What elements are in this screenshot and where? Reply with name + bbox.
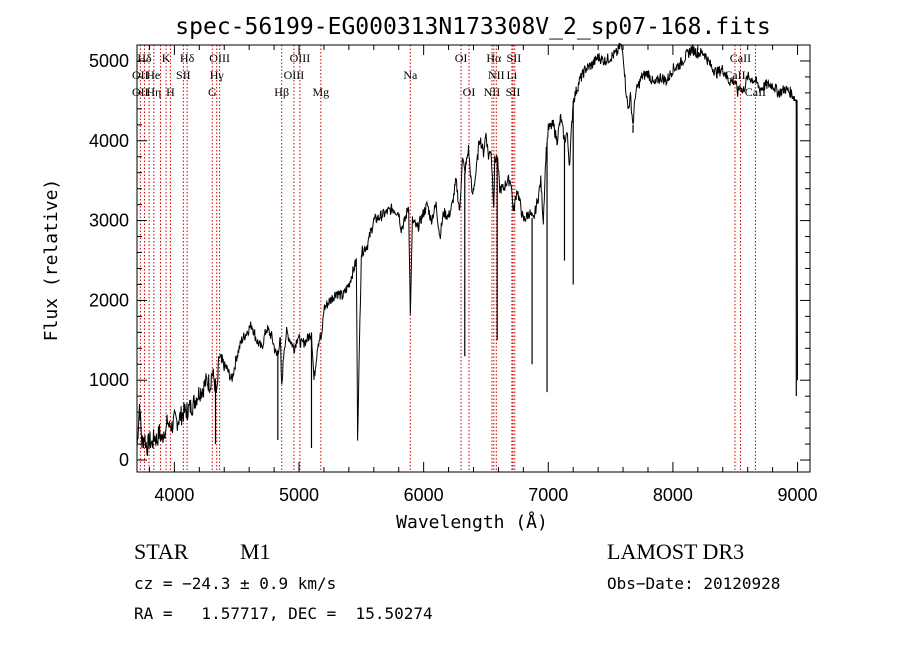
line-label: OIII	[290, 51, 311, 65]
line-label: K	[162, 51, 171, 65]
y-axis-label: Flux (relative)	[41, 179, 62, 342]
x-tick-label: 5000	[279, 485, 319, 505]
info-panel: STAR M1 LAMOST DR3 cz = −24.3 ± 0.9 km/s…	[134, 539, 780, 623]
line-label: G	[208, 85, 217, 99]
line-label: NII	[488, 68, 505, 82]
line-label: CaII	[730, 51, 751, 65]
line-label: SII	[176, 68, 191, 82]
line-label: CaII	[724, 68, 745, 82]
line-label: Li	[507, 68, 518, 82]
x-tick-label: 8000	[653, 485, 693, 505]
line-label: Hδ	[137, 51, 152, 65]
redshift-info: cz = −24.3 ± 0.9 km/s	[134, 574, 336, 593]
plot-axes: 4000 5000 6000 7000 8000 9000 0 1000 2000 3000 400…	[89, 44, 818, 505]
line-label: Hη	[146, 85, 161, 99]
line-label: He	[146, 68, 160, 82]
y-tick-label: 5000	[89, 51, 129, 71]
line-label: OI	[455, 51, 468, 65]
observation-date: Obs−Date: 20120928	[607, 574, 780, 593]
line-label: Na	[403, 68, 418, 82]
x-tick-label: 7000	[528, 485, 568, 505]
line-label: Mg	[312, 85, 329, 99]
y-tick-label: 4000	[89, 131, 129, 151]
object-subclass: M1	[240, 539, 271, 564]
spectrum-series	[136, 42, 798, 457]
line-label: Hα	[486, 51, 502, 65]
spectrum-line	[136, 42, 798, 457]
x-tick-label: 6000	[404, 485, 444, 505]
x-axis-label: Wavelength (Å)	[396, 511, 548, 533]
plot-frame	[136, 44, 811, 473]
line-markers	[139, 45, 756, 472]
x-tick-label: 9000	[778, 485, 818, 505]
line-label: OII	[132, 85, 149, 99]
line-label: CaII	[745, 85, 766, 99]
y-tick-label: 0	[119, 450, 129, 470]
line-label: SII	[506, 85, 521, 99]
coordinates: RA = 1.57717, DEC = 15.50274	[134, 604, 433, 623]
line-label: OIII	[284, 68, 305, 82]
line-label: Hγ	[210, 68, 225, 82]
line-label: OIII	[209, 51, 230, 65]
y-tick-label: 2000	[89, 290, 129, 310]
y-tick-label: 3000	[89, 211, 129, 231]
survey-name: LAMOST DR3	[607, 539, 744, 564]
object-class: STAR	[134, 539, 189, 564]
line-label: H	[166, 85, 175, 99]
y-tick-label: 1000	[89, 370, 129, 390]
line-label: OII	[132, 68, 149, 82]
chart-title: spec-56199-EG000313N173308V_2_sp07-168.f…	[175, 14, 770, 40]
line-label: Hδ	[180, 51, 195, 65]
x-tick-label: 4000	[154, 485, 194, 505]
line-label: NII	[484, 85, 501, 99]
line-label: Hβ	[274, 85, 289, 99]
line-label: SII	[507, 51, 522, 65]
line-label: OI	[463, 85, 476, 99]
